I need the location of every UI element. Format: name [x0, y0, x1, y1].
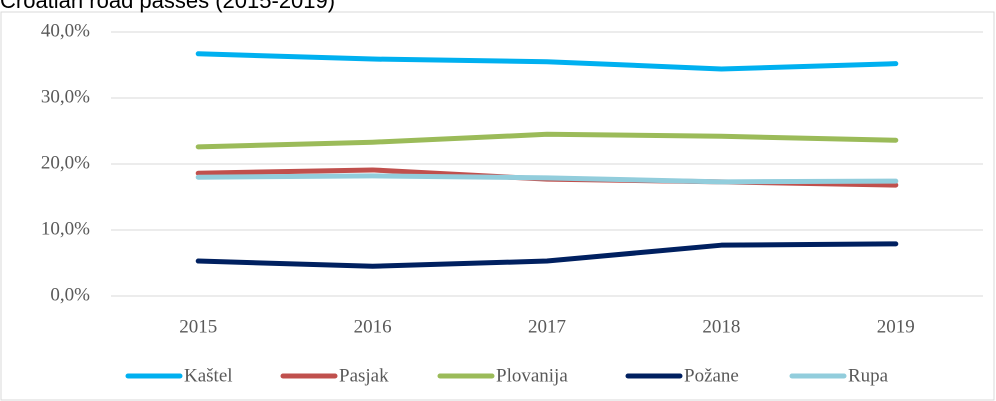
- x-tick-label: 2015: [179, 316, 217, 337]
- legend-label: Požane: [684, 365, 739, 386]
- chart-frame: [0, 11, 995, 401]
- legend-label: Pasjak: [339, 365, 389, 386]
- legend-label: Plovanija: [496, 365, 568, 386]
- y-tick-label: 10,0%: [41, 218, 90, 239]
- y-tick-label: 40,0%: [41, 20, 90, 41]
- x-tick-label: 2019: [877, 316, 915, 337]
- x-tick-label: 2016: [354, 316, 392, 337]
- y-tick-label: 20,0%: [41, 152, 90, 173]
- x-tick-label: 2018: [702, 316, 740, 337]
- series-line: [195, 173, 899, 185]
- series-line: [195, 241, 899, 269]
- x-tick-label: 2017: [528, 316, 566, 337]
- y-tick-label: 0,0%: [50, 284, 90, 305]
- series-line: [195, 131, 899, 150]
- legend-label: Rupa: [848, 365, 889, 386]
- legend-label: Kaštel: [184, 365, 233, 386]
- y-tick-label: 30,0%: [41, 86, 90, 107]
- chart-title: Croatian road passes (2015-2019): [0, 0, 335, 13]
- series-line: [195, 51, 899, 72]
